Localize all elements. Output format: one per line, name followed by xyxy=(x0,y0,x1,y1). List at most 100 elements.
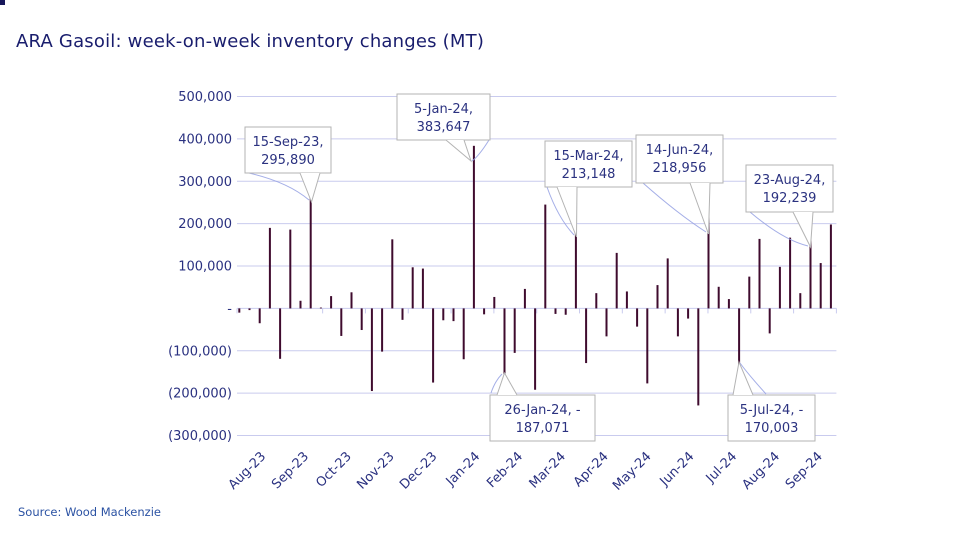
annotation-leader-line xyxy=(546,186,575,236)
bar xyxy=(493,296,496,309)
bar xyxy=(666,258,669,309)
annotation-box xyxy=(244,126,332,174)
annotation-callout: 5-Jul-24, - 170,003 xyxy=(727,360,816,442)
bar xyxy=(350,292,353,309)
source-attribution: Source: Wood Mackenzie xyxy=(18,505,161,519)
bar xyxy=(748,276,751,309)
bar xyxy=(636,308,639,327)
annotation-leader-line xyxy=(248,172,310,201)
bar xyxy=(299,300,302,309)
x-axis-tick-label: Nov-23 xyxy=(354,449,397,492)
annotation-text-line2: 213,148 xyxy=(562,167,616,182)
annotation-text-line1: 26-Jan-24, - xyxy=(504,403,580,418)
annotation-text-line2: 192,239 xyxy=(763,191,817,206)
bar xyxy=(523,288,526,309)
y-axis-tick-label: (100,000) xyxy=(168,344,232,359)
bar xyxy=(309,183,312,309)
bar xyxy=(411,267,414,309)
annotation-leader-line xyxy=(642,182,707,233)
annotation-box xyxy=(635,134,724,184)
annotation-text-line2: 218,956 xyxy=(653,161,707,176)
bar xyxy=(421,268,424,309)
y-axis-tick-label: 200,000 xyxy=(178,217,232,232)
bar xyxy=(279,308,282,359)
bar xyxy=(319,307,322,309)
annotation-text-line1: 15-Sep-23, xyxy=(252,135,323,150)
annotation-callout: 26-Jan-24, - 187,071 xyxy=(489,371,596,442)
bar xyxy=(483,308,486,315)
bar xyxy=(401,308,404,320)
bar xyxy=(248,308,251,311)
annotation-leader-line xyxy=(490,373,503,394)
bar xyxy=(595,293,598,309)
annotation-text-line1: 14-Jun-24, xyxy=(646,143,714,158)
bar xyxy=(330,296,333,309)
bar xyxy=(727,299,730,309)
annotation-text-line2: 383,647 xyxy=(417,120,471,135)
x-axis-tick-label: Dec-23 xyxy=(397,449,440,492)
bar xyxy=(819,263,822,309)
y-axis-tick-label: 500,000 xyxy=(178,90,232,105)
x-axis-tick-label: Jun-24 xyxy=(657,449,698,490)
bar xyxy=(574,218,577,309)
annotation-tail xyxy=(732,360,754,396)
bar xyxy=(585,308,588,364)
bar xyxy=(544,204,547,309)
bar xyxy=(809,226,812,309)
x-axis-tick-label: Aug-23 xyxy=(226,449,270,493)
bar xyxy=(503,308,506,388)
bar xyxy=(238,308,241,313)
bar xyxy=(687,308,690,319)
x-axis-tick-label: Sep-24 xyxy=(783,449,826,492)
bar xyxy=(615,252,618,309)
bar xyxy=(554,308,557,314)
bar xyxy=(340,308,343,336)
bar xyxy=(462,308,465,360)
x-axis-tick-label: Feb-24 xyxy=(484,449,526,491)
x-axis-tick-label: Mar-24 xyxy=(527,449,569,491)
annotation-tail xyxy=(299,172,321,204)
annotation-text-line1: 15-Mar-24, xyxy=(553,149,623,164)
bar xyxy=(472,145,475,309)
annotation-callout: 15-Mar-24, 213,148 xyxy=(544,140,633,238)
y-axis-tick-label: (200,000) xyxy=(168,387,232,402)
bar xyxy=(360,308,363,331)
bar xyxy=(452,308,455,322)
chart-title: ARA Gasoil: week-on-week inventory chang… xyxy=(16,31,485,52)
annotation-text-line2: 295,890 xyxy=(261,153,315,168)
annotation-box xyxy=(745,164,834,213)
x-axis-tick-label: Apr-24 xyxy=(571,449,612,490)
bar xyxy=(758,238,761,309)
annotation-leader-line xyxy=(749,211,809,247)
bar xyxy=(432,308,435,383)
x-axis-tick-label: Oct-23 xyxy=(313,449,355,491)
annotation-box xyxy=(489,394,596,442)
y-axis-tick-label: (300,000) xyxy=(168,429,232,444)
annotation-callout: 23-Aug-24, 192,239 xyxy=(745,164,834,249)
annotation-text-line2: 187,071 xyxy=(516,421,570,436)
bar xyxy=(391,239,394,309)
bar xyxy=(564,308,567,315)
bar xyxy=(829,224,832,309)
bar xyxy=(789,237,792,309)
bar xyxy=(442,308,445,321)
annotation-tail xyxy=(689,182,711,235)
bar xyxy=(738,308,741,381)
annotation-callout: 5-Jan-24, 383,647 xyxy=(396,93,491,163)
bar xyxy=(289,229,292,309)
bar xyxy=(625,291,628,309)
x-axis-tick-label: Sep-23 xyxy=(269,449,312,492)
bar xyxy=(534,308,537,390)
annotation-callout: 15-Sep-23, 295,890 xyxy=(244,126,332,204)
x-axis-tick-label: Jul-24 xyxy=(703,449,740,486)
annotation-leader-line xyxy=(471,139,490,162)
y-axis-tick-label: 400,000 xyxy=(178,132,232,147)
x-axis-tick-label: Aug-24 xyxy=(739,449,783,493)
bar xyxy=(656,285,659,309)
bar xyxy=(676,308,679,337)
annotation-tail xyxy=(792,211,814,249)
annotation-text-line1: 5-Jul-24, - xyxy=(740,403,804,418)
annotation-leader-line xyxy=(739,362,767,395)
y-axis-tick-label: 300,000 xyxy=(178,175,232,190)
y-axis-tick-label: 100,000 xyxy=(178,260,232,275)
